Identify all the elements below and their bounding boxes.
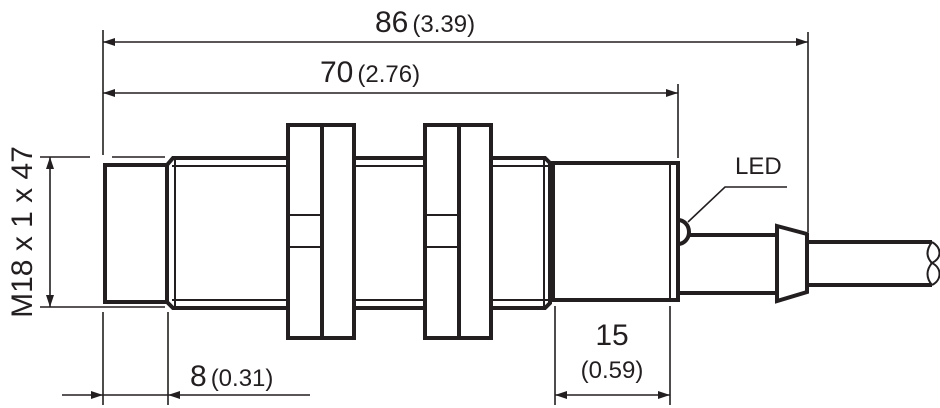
dimension-housing-length: 70 (2.76) [103, 56, 678, 97]
svg-text:15: 15 [595, 319, 628, 352]
dimension-overall-length: 86 (3.39) [103, 6, 808, 46]
svg-text:(0.59): (0.59) [581, 357, 644, 384]
rear-housing [551, 161, 680, 302]
dimension-sensing-face: 8 (0.31) [62, 360, 310, 399]
cable [680, 223, 940, 304]
extension-lines [40, 30, 809, 405]
nut-front [286, 123, 356, 340]
nut-rear [423, 123, 493, 340]
sensor-body [103, 156, 552, 310]
thread-label: M18 x 1 x 47 [6, 146, 39, 318]
svg-text:70 (2.76): 70 (2.76) [320, 56, 420, 89]
dimension-thread: M18 x 1 x 47 [6, 146, 54, 318]
dimension-rear-housing: 15 (0.59) [555, 319, 670, 399]
led-label: LED [735, 153, 782, 180]
svg-text:8 (0.31): 8 (0.31) [190, 360, 273, 393]
svg-text:86 (3.39): 86 (3.39) [375, 6, 475, 39]
led-indicator: LED [677, 153, 787, 246]
